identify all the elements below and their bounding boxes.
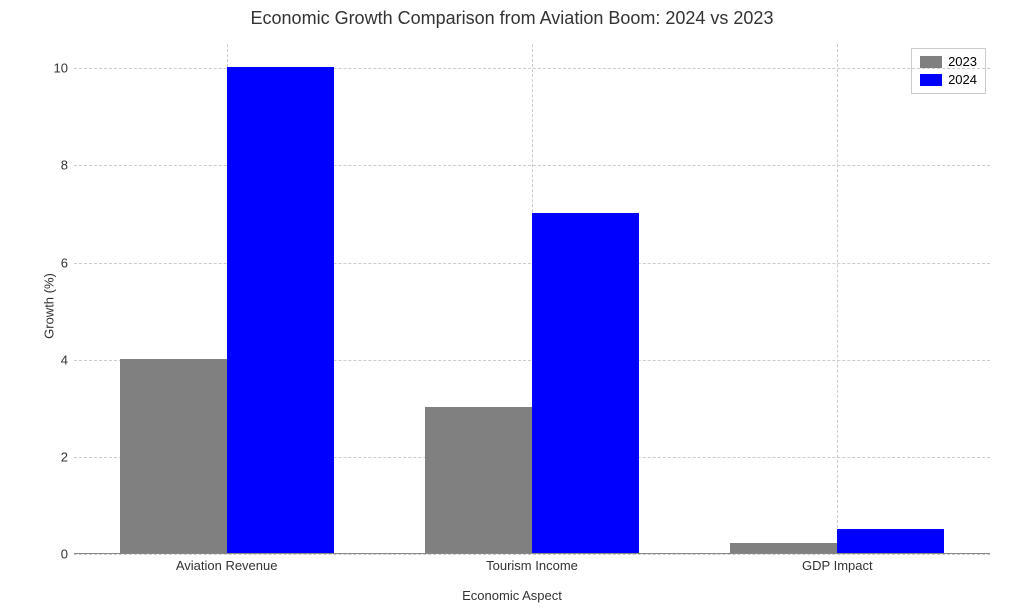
y-tick-label: 6 (38, 255, 68, 270)
gridline (74, 554, 990, 555)
x-tick-label: GDP Impact (737, 558, 937, 573)
vgridline (837, 44, 838, 553)
y-tick-label: 10 (38, 61, 68, 76)
y-tick-label: 2 (38, 449, 68, 464)
y-axis-label: Growth (%) (41, 273, 56, 339)
bar (837, 529, 944, 553)
y-tick-label: 4 (38, 352, 68, 367)
bar (120, 359, 227, 553)
y-tick-label: 0 (38, 547, 68, 562)
bar (730, 543, 837, 553)
legend: 2023 2024 (911, 48, 986, 94)
legend-label: 2024 (948, 71, 977, 89)
bar (425, 407, 532, 553)
x-axis-label: Economic Aspect (0, 588, 1024, 603)
bar (227, 67, 334, 553)
legend-swatch-2023 (920, 56, 942, 68)
plot-area: 2023 2024 (74, 44, 990, 554)
chart-title: Economic Growth Comparison from Aviation… (0, 8, 1024, 29)
y-tick-label: 8 (38, 158, 68, 173)
x-tick-label: Tourism Income (432, 558, 632, 573)
chart-container: Economic Growth Comparison from Aviation… (0, 0, 1024, 611)
legend-swatch-2024 (920, 74, 942, 86)
bar (532, 213, 639, 553)
legend-item-2024: 2024 (920, 71, 977, 89)
x-tick-label: Aviation Revenue (127, 558, 327, 573)
